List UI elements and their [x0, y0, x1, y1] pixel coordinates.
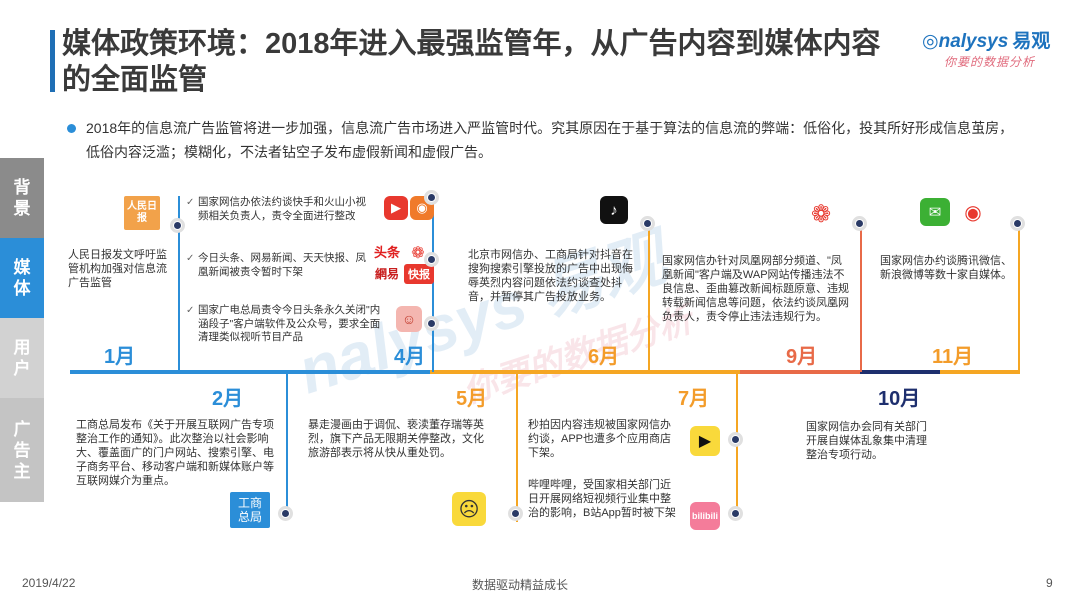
timeline-segment-orange	[430, 370, 740, 374]
connector-may	[516, 372, 518, 522]
event-nov-text: 国家网信办约谈腾讯微信、新浪微博等数十家自媒体。	[880, 255, 1012, 281]
event-jul-text-miaopai: 秒拍因内容违规被国家网信办约谈，APP也遭多个应用商店下架。	[528, 419, 672, 459]
title-accent-bar	[50, 30, 55, 92]
anchor-dot-apr-2	[424, 252, 439, 267]
event-sep-text: 国家网信办针对凤凰网部分频道、"凤凰新闻"客户端及WAP网站传播违法不良信息、歪…	[662, 255, 849, 323]
event-apr-bullet-1: 国家网信办依法约谈快手和火山小视频相关负责人，责令全面进行整改	[186, 196, 374, 223]
event-jan-text: 人民日报发文呼吁监管机构加强对信息流广告监管	[68, 249, 167, 289]
month-label-jan: 1月	[104, 346, 136, 368]
anchor-dot-apr-1	[424, 190, 439, 205]
logo-mark-icon: ◎	[922, 31, 939, 52]
logo-brand: nalysys	[938, 31, 1009, 52]
connector-apr	[432, 196, 434, 372]
event-apr-bullet-2: 今日头条、网易新闻、天天快报、凤凰新闻被责令暂时下架	[186, 252, 374, 279]
connector-feb	[286, 372, 288, 512]
anchor-dot-feb	[278, 506, 293, 521]
netease-logo-icon: 網易	[372, 264, 402, 282]
intro-bullet-icon	[67, 124, 76, 133]
connector-jun	[648, 222, 650, 372]
weibo-app-icon: ◉	[958, 198, 988, 226]
month-label-jun: 6月	[588, 346, 620, 368]
side-tab-advertiser[interactable]: 广告主	[0, 398, 44, 502]
event-jun-text: 北京市网信办、工商局针对抖音在搜狗搜索引擎投放的广告中出现侮辱英烈内容问题依法约…	[468, 249, 633, 303]
timeline-segment-red	[740, 370, 860, 374]
page-number: 9	[1046, 576, 1053, 590]
event-jul-text-bilibili: 哔哩哔哩，受国家相关部门近日开展网络短视频行业集中整治的影响，B站App暂时被下…	[528, 479, 676, 519]
event-oct-text: 国家网信办会同有关部门开展自媒体乱象集中清理整治专项行动。	[806, 421, 927, 461]
footer-slogan: 数据驱动精益成长	[472, 578, 569, 592]
phoenix-news-icon: ❁	[806, 200, 836, 228]
month-label-nov: 11月	[932, 346, 974, 368]
kuaishou-app-icon: ▶	[384, 196, 408, 220]
baozou-comic-icon: ☹	[452, 492, 486, 526]
side-tab-background[interactable]: 背景	[0, 158, 44, 238]
miaopai-app-icon: ▶	[690, 426, 720, 456]
timeline-segment-orange-end	[940, 370, 1020, 374]
footer-date: 2019/4/22	[22, 576, 76, 590]
month-label-sep: 9月	[786, 346, 818, 368]
anchor-dot-jul-2	[728, 506, 743, 521]
logo-slogan: 你要的数据分析	[944, 55, 1036, 69]
anchor-dot-apr-3	[424, 316, 439, 331]
month-label-oct: 10月	[878, 388, 921, 410]
anchor-dot-jul-1	[728, 432, 743, 447]
event-feb-text: 工商总局发布《关于开展互联网广告专项整治工作的通知》。此次整治以社会影响大、覆盖…	[76, 419, 274, 487]
month-label-jul: 7月	[678, 388, 710, 410]
wechat-app-icon: ✉	[920, 198, 950, 226]
bilibili-app-icon: bilibili	[690, 502, 720, 530]
month-label-may: 5月	[456, 388, 488, 410]
page-title: 媒体政策环境：2018年进入最强监管年，从广告内容到媒体内容的全面监管	[62, 28, 881, 96]
logo-cn: 易观	[1012, 31, 1051, 52]
toutiao-logo-icon: 头条	[372, 242, 402, 260]
douyin-app-icon: ♪	[600, 196, 628, 224]
anchor-dot-sep	[852, 216, 867, 231]
intro-text: 2018年的信息流广告监管将进一步加强，信息流广告市场进入严监管时代。究其原因在…	[86, 120, 1014, 160]
event-apr-bullet-3: 国家广电总局责令今日头条永久关闭"内涵段子"客户端软件及公众号，要求全面清理类似…	[186, 304, 388, 345]
anchor-dot-jun	[640, 216, 655, 231]
event-may-text: 暴走漫画由于调侃、亵渎董存瑞等英烈，旗下产品无限期关停整改，文化旅游部表示将从快…	[308, 419, 484, 459]
saic-logo-icon: 工商 总局	[230, 492, 270, 528]
people-daily-logo-icon: 人民日报	[124, 196, 160, 230]
analysys-logo: ◎nalysys 易观 你要的数据分析	[922, 26, 1062, 70]
side-tab-user[interactable]: 用户	[0, 318, 44, 398]
connector-sep	[860, 222, 862, 372]
side-tab-media[interactable]: 媒体	[0, 238, 44, 318]
anchor-dot-may	[508, 506, 523, 521]
anchor-dot-nov	[1010, 216, 1025, 231]
month-label-apr: 4月	[394, 346, 426, 368]
huoshan-app-icon: ◉	[410, 196, 434, 220]
neihan-duanzi-icon: ☺	[396, 306, 422, 332]
connector-nov	[1018, 222, 1020, 372]
month-label-feb: 2月	[212, 388, 244, 410]
timeline-segment-navy	[860, 370, 940, 374]
timeline-segment-blue	[70, 370, 430, 374]
kuaibao-logo-icon: 快报	[404, 264, 434, 284]
anchor-dot-jan	[170, 218, 185, 233]
connector-jan	[178, 196, 180, 372]
